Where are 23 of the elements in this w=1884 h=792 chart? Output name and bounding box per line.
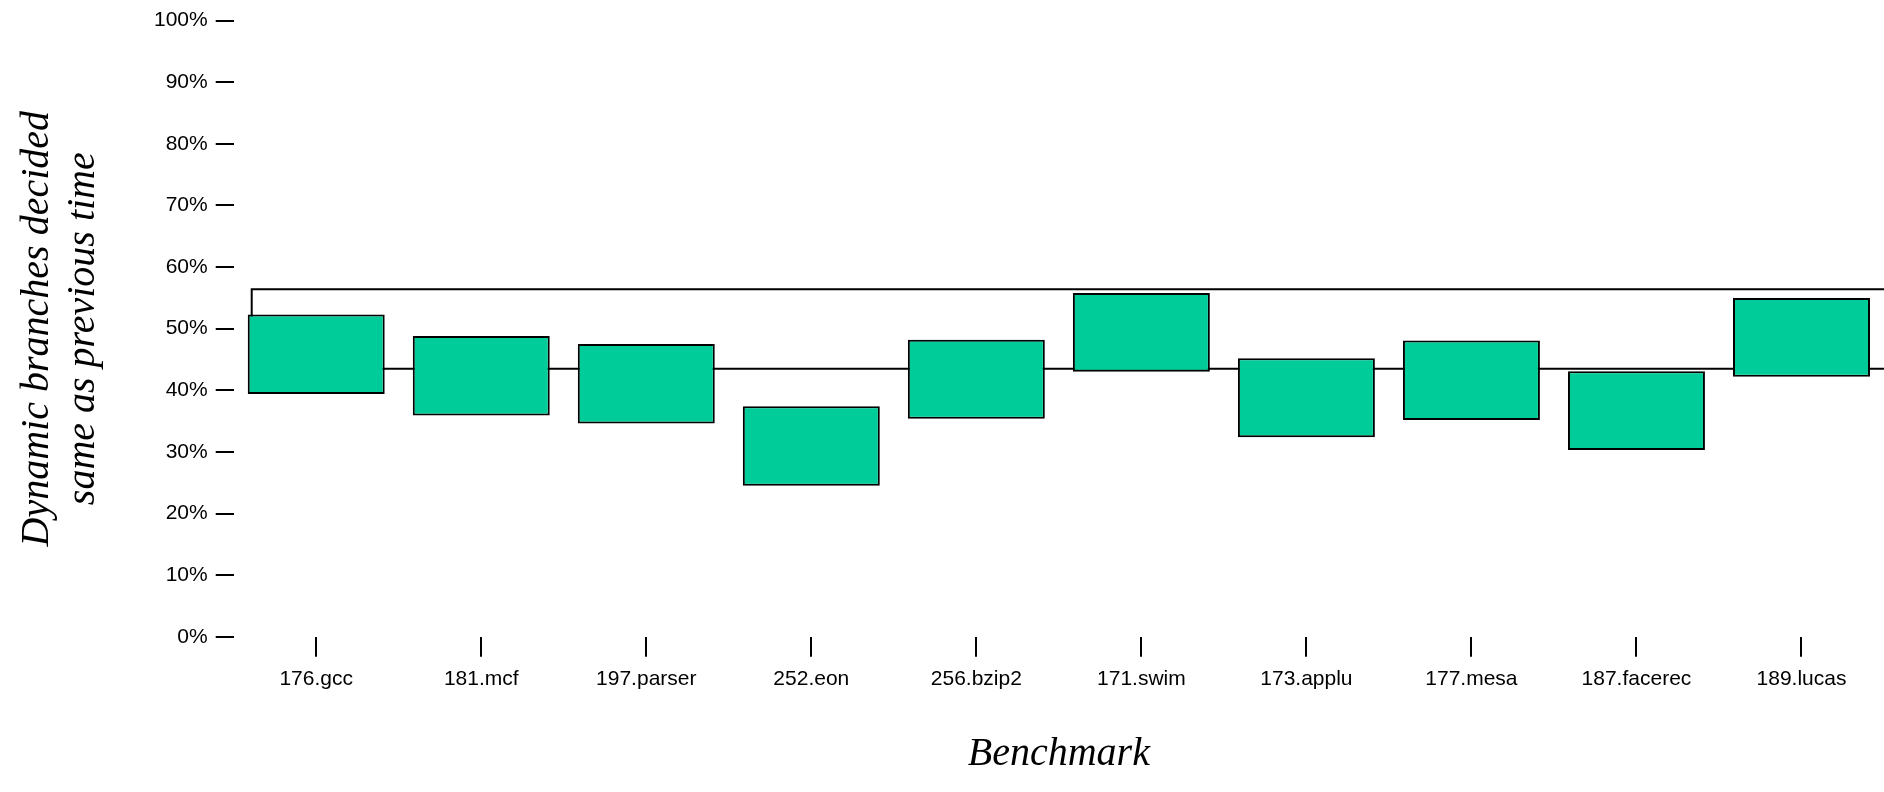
- x-tick-label: 256.bzip2: [930, 666, 1022, 690]
- x-tick-label: 197.parser: [596, 666, 697, 690]
- y-tick-label: 50%: [165, 315, 208, 339]
- y-tick-label: 30%: [165, 438, 208, 462]
- y-tick-label: 100%: [153, 7, 208, 31]
- y-tick-label: 20%: [165, 500, 208, 524]
- x-tick-label: 171.swim: [1097, 666, 1186, 690]
- y-axis-title: Dynamic branches decided same as previous time: [11, 110, 103, 548]
- x-tick-label: 252.eon: [773, 666, 850, 690]
- y-tick-label: 10%: [165, 561, 208, 585]
- x-tick-label: 187.facerec: [1581, 666, 1692, 690]
- y-tick-label: 0%: [177, 623, 208, 647]
- y-tick-label: 40%: [165, 377, 208, 401]
- x-tick-label: 177.mesa: [1425, 666, 1518, 690]
- y-tick-label: 70%: [165, 192, 208, 216]
- x-tick-label: 176.gcc: [279, 666, 354, 690]
- x-axis-title: Benchmark: [967, 728, 1152, 774]
- y-tick-label: 90%: [165, 69, 208, 93]
- x-tick-label: 181.mcf: [443, 666, 519, 690]
- x-tick-label: 173.applu: [1260, 666, 1353, 690]
- y-tick-label: 60%: [165, 253, 208, 277]
- y-tick-label: 80%: [165, 130, 208, 154]
- x-tick-label: 189.lucas: [1756, 666, 1847, 690]
